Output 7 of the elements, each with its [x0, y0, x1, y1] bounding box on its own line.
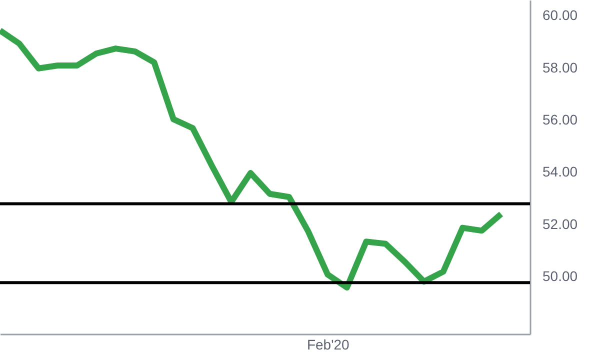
- y-tick-label: 56.00: [542, 112, 578, 128]
- y-tick-label: 52.00: [542, 216, 578, 232]
- y-tick-label: 54.00: [542, 164, 578, 180]
- y-tick-label: 58.00: [542, 59, 578, 76]
- y-tick-label: 60.00: [542, 7, 578, 24]
- y-tick-label: 50.00: [542, 268, 578, 284]
- x-tick-label: Feb'20: [306, 336, 350, 352]
